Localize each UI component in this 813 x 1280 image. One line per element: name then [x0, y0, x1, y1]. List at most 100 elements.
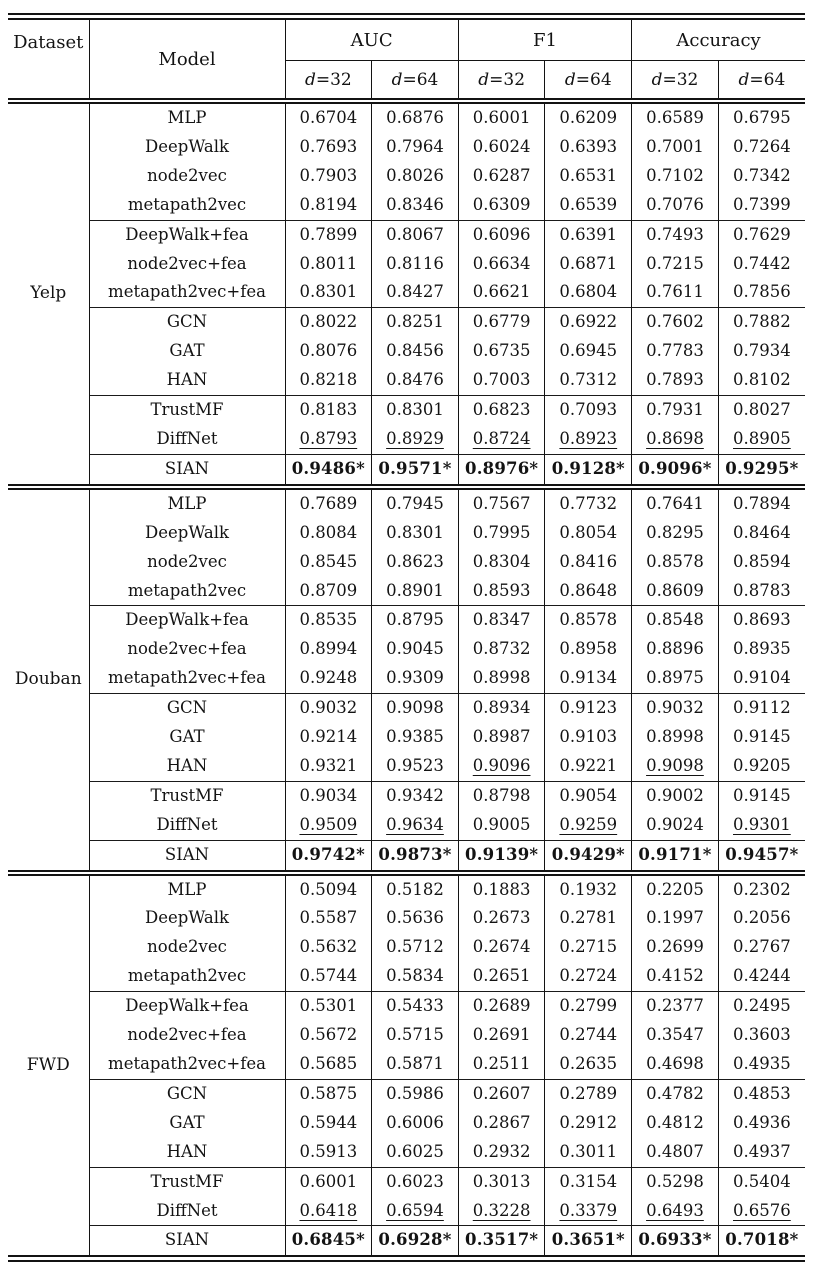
metric-value: 0.5672: [299, 1025, 358, 1045]
metric-value: 0.2724: [559, 966, 618, 986]
model-name-cell: SIAN: [88, 1225, 285, 1259]
metric-value-cell: 0.8578: [544, 605, 632, 636]
table-row: DeepWalk 0.5587 0.5636 0.2673 0.2781 0.1997 0.…: [8, 904, 805, 934]
metric-value: 0.8609: [646, 580, 704, 600]
metric-value: 0.9523: [386, 755, 444, 775]
model-name-cell: node2vec: [88, 933, 285, 963]
dim-header-cell: d=64: [717, 60, 805, 104]
metric-value-cell: 0.7442: [717, 249, 805, 279]
metric-value: 0.5871: [386, 1054, 444, 1073]
metric-value-cell: 0.8923: [544, 424, 632, 455]
metric-value: 0.5182: [386, 879, 444, 899]
table-row: DeepWalk+fea 0.8535 0.8795 0.8347 0.8578 0.85…: [8, 605, 805, 636]
metric-value-cell: 0.1932: [544, 869, 632, 905]
metric-value: 0.2715: [559, 937, 618, 957]
metric-value-cell: 0.8427: [371, 278, 459, 308]
metric-value: 0.5875: [299, 1083, 358, 1103]
metric-value-cell: 0.9171*: [631, 839, 719, 873]
metric-value: 0.7964: [386, 136, 444, 156]
metric-value-cell: 0.4698: [631, 1050, 719, 1080]
metric-value: 0.7856: [733, 282, 791, 302]
metric-value: 0.2912: [559, 1112, 618, 1132]
metric-value-cell: 0.2932: [457, 1137, 545, 1168]
metric-value-cell: 0.6309: [457, 190, 545, 221]
table-row: SIAN 0.6845* 0.6928* 0.3517* 0.3651* 0.6933* 0…: [8, 1225, 805, 1259]
model-name-cell: GCN: [88, 1078, 285, 1109]
metric-value-cell: 0.3603: [717, 1021, 805, 1050]
metric-value: 0.6096: [472, 224, 531, 244]
metric-value-cell: 0.5986: [371, 1078, 459, 1109]
metric-value: 0.7995: [472, 522, 531, 542]
metric-value-cell: 0.6804: [544, 278, 632, 308]
metric-value-cell: 0.2673: [457, 904, 545, 934]
metric-value-cell: 0.9002: [631, 780, 719, 811]
metric-value-cell: 0.8987: [457, 723, 545, 752]
metric-value-cell: 0.8026: [371, 161, 459, 191]
model-name-cell: node2vec+fea: [88, 249, 285, 279]
metric-value-cell: 0.8102: [717, 366, 805, 396]
metric-value: 0.7732: [559, 493, 618, 513]
metric-value: 0.8976*: [465, 458, 539, 478]
metric-value: 0.6928*: [378, 1230, 452, 1250]
metric-value: 0.3379: [559, 1200, 618, 1220]
metric-value: 0.6795: [733, 108, 791, 127]
metric-value-cell: 0.2674: [457, 933, 545, 963]
metric-value: 0.7442: [733, 253, 791, 273]
metric-value-cell: 0.9096: [457, 751, 545, 782]
metric-value-cell: 0.9096*: [631, 453, 719, 487]
metric-value-cell: 0.8976*: [457, 453, 545, 487]
metric-value: 0.6531: [559, 165, 618, 185]
metric-value-cell: 0.6634: [457, 249, 545, 279]
metric-value: 0.9104: [733, 668, 791, 688]
metric-value-cell: 0.8346: [371, 190, 459, 221]
table-row: GCN 0.9032 0.9098 0.8934 0.9123 0.9032 0.9112: [8, 693, 805, 724]
metric-value-cell: 0.6025: [371, 1137, 459, 1168]
metric-value-cell: 0.9259: [544, 810, 632, 841]
metric-value-cell: 0.8545: [284, 547, 372, 577]
metric-value-cell: 0.2799: [544, 991, 632, 1022]
metric-value-cell: 0.9342: [371, 780, 459, 811]
metric-value: 0.2789: [559, 1083, 618, 1103]
metric-value-cell: 0.5834: [371, 962, 459, 992]
metric-value: 0.6576: [733, 1200, 791, 1220]
metric-value: 0.6876: [386, 108, 444, 127]
metric-value: 0.4698: [646, 1054, 704, 1073]
metric-value: 0.7882: [733, 312, 791, 332]
metric-value: 0.4937: [733, 1141, 791, 1161]
metric-value: 0.6779: [472, 312, 531, 332]
metric-value-cell: 0.9112: [717, 693, 805, 724]
metric-value-cell: 0.6023: [371, 1166, 459, 1197]
metric-value-cell: 0.8609: [631, 576, 719, 606]
metric-value-cell: 0.5712: [371, 933, 459, 963]
metric-value-cell: 0.8795: [371, 605, 459, 636]
metric-value-cell: 0.5672: [284, 1021, 372, 1050]
metric-value-cell: 0.8464: [717, 518, 805, 548]
metric-value-cell: 0.8593: [457, 576, 545, 606]
metric-value: 0.6391: [559, 224, 618, 244]
metric-value-cell: 0.8067: [371, 219, 459, 250]
metric-value: 0.7342: [733, 165, 791, 185]
metric-value: 0.8076: [299, 341, 358, 361]
metric-value: 0.2744: [559, 1025, 618, 1045]
table-row: HAN 0.9321 0.9523 0.9096 0.9221 0.9098 0.9205: [8, 751, 805, 782]
model-name-cell: SIAN: [88, 453, 285, 487]
metric-value: 0.5913: [299, 1141, 358, 1161]
metric-value: 0.9024: [646, 814, 704, 834]
metric-value-cell: 0.8958: [544, 635, 632, 665]
metric-value-cell: 0.2302: [717, 869, 805, 905]
metric-value-cell: 0.3013: [457, 1166, 545, 1197]
metric-value-cell: 0.9005: [457, 810, 545, 841]
table-row: DeepWalk 0.7693 0.7964 0.6024 0.6393 0.7001 0.…: [8, 132, 805, 162]
accuracy-column-header: Accuracy: [631, 16, 805, 61]
metric-value: 0.9171*: [638, 844, 712, 864]
table-row: TrustMF 0.9034 0.9342 0.8798 0.9054 0.9002 0.9…: [8, 780, 805, 811]
metric-value: 0.9457*: [725, 844, 799, 864]
metric-value: 0.9145: [733, 727, 791, 747]
metric-value: 0.7945: [386, 493, 444, 513]
metric-value: 0.6309: [472, 194, 531, 214]
metric-value: 0.8578: [559, 610, 618, 630]
metric-value-cell: 0.6539: [544, 190, 632, 221]
metric-value: 0.6933*: [638, 1230, 712, 1250]
table-row: TrustMF 0.8183 0.8301 0.6823 0.7093 0.7931 0.8…: [8, 395, 805, 425]
metric-value-cell: 0.6001: [284, 1166, 372, 1197]
